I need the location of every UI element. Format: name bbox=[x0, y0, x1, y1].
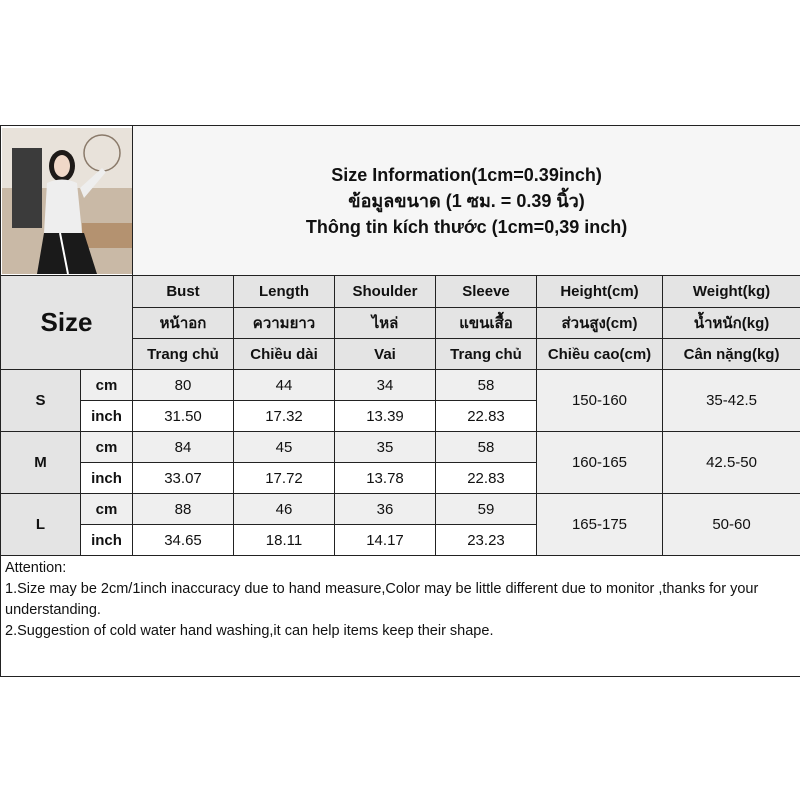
table-row-M-cm: M cm 84 45 35 58 160-165 42.5-50 bbox=[0, 431, 800, 494]
column-header-en: Sleeve bbox=[435, 275, 537, 308]
cm-value: 44 bbox=[233, 369, 335, 401]
unit-label: cm bbox=[80, 431, 133, 463]
unit-label: inch bbox=[80, 462, 133, 494]
unit-label: inch bbox=[80, 524, 133, 556]
column-header-th: ไหล่ bbox=[334, 307, 436, 339]
model-photo-image bbox=[1, 127, 132, 274]
inch-value: 13.39 bbox=[334, 400, 436, 432]
column-header-vi: Trang chủ bbox=[132, 338, 234, 370]
cm-value: 35 bbox=[334, 431, 436, 463]
height-range: 150-160 bbox=[536, 369, 663, 432]
unit-label: cm bbox=[80, 493, 133, 525]
cm-value: 80 bbox=[132, 369, 234, 401]
cm-value: 84 bbox=[132, 431, 234, 463]
table-row-S-cm: S cm 80 44 34 58 150-160 35-42.5 bbox=[0, 369, 800, 432]
cm-value: 58 bbox=[435, 431, 537, 463]
size-label: S bbox=[0, 369, 81, 432]
note-item: 1.Size may be 2cm/1inch inaccuracy due t… bbox=[5, 581, 759, 618]
inch-value: 17.32 bbox=[233, 400, 335, 432]
inch-value: 13.78 bbox=[334, 462, 436, 494]
size-table: Size Information(1cm=0.39inch) ข้อมูลขนา… bbox=[0, 125, 800, 677]
height-range: 160-165 bbox=[536, 431, 663, 494]
table-row-S-inch: inch 31.50 17.32 13.39 22.83 bbox=[1, 400, 800, 432]
header-row-en: Size Bust Length Shoulder Sleeve Height(cm) We… bbox=[0, 275, 800, 370]
column-header-en: Shoulder bbox=[334, 275, 436, 308]
note-item: 2.Suggestion of cold water hand washing,… bbox=[5, 623, 494, 639]
product-photo bbox=[0, 125, 133, 276]
column-header-en: Height(cm) bbox=[536, 275, 663, 308]
column-header-en: Length bbox=[233, 275, 335, 308]
column-header-vi: Chiều dài bbox=[233, 338, 335, 370]
cm-value: 59 bbox=[435, 493, 537, 525]
weight-range: 42.5-50 bbox=[661, 431, 800, 494]
weight-range: 35-42.5 bbox=[661, 369, 800, 432]
table-row-L-cm: L cm 88 46 36 59 165-175 50-60 bbox=[0, 493, 800, 556]
inch-value: 33.07 bbox=[132, 462, 234, 494]
inch-value: 22.83 bbox=[435, 462, 537, 494]
inch-value: 23.23 bbox=[435, 524, 537, 556]
chart-title: Size Information(1cm=0.39inch) ข้อมูลขนา… bbox=[131, 125, 800, 276]
size-label: L bbox=[0, 493, 81, 556]
header-row-th: หน้าอก ความยาว ไหล่ แขนเสื้อ ส่วนสูง(cm) น้ำห… bbox=[1, 307, 800, 339]
column-header-th: แขนเสื้อ bbox=[435, 307, 537, 339]
cm-value: 46 bbox=[233, 493, 335, 525]
cm-value: 45 bbox=[233, 431, 335, 463]
title-vietnamese: Thông tin kích thước (1cm=0,39 inch) bbox=[305, 216, 628, 237]
notes-heading: Attention: bbox=[5, 560, 67, 576]
size-label: M bbox=[0, 431, 81, 494]
weight-range: 50-60 bbox=[661, 493, 800, 556]
cm-value: 34 bbox=[334, 369, 436, 401]
column-header-en: Weight(kg) bbox=[661, 275, 800, 308]
height-range: 165-175 bbox=[536, 493, 663, 556]
inch-value: 31.50 bbox=[132, 400, 234, 432]
column-header-vi: Chiều cao(cm) bbox=[536, 338, 663, 370]
inch-value: 14.17 bbox=[334, 524, 436, 556]
cm-value: 36 bbox=[334, 493, 436, 525]
column-header-th: น้ำหนัก(kg) bbox=[661, 307, 800, 339]
cm-value: 88 bbox=[132, 493, 234, 525]
column-header-en: Bust bbox=[132, 275, 234, 308]
unit-label: inch bbox=[80, 400, 133, 432]
title-thai: ข้อมูลขนาด (1 ซม. = 0.39 นิ้ว) bbox=[348, 190, 585, 211]
table-row-M-inch: inch 33.07 17.72 13.78 22.83 bbox=[1, 462, 800, 494]
column-header-th: หน้าอก bbox=[132, 307, 234, 339]
column-header-vi: Vai bbox=[334, 338, 436, 370]
column-header-th: ส่วนสูง(cm) bbox=[536, 307, 663, 339]
size-header: Size bbox=[0, 275, 133, 370]
title-english: Size Information(1cm=0.39inch) bbox=[331, 164, 602, 185]
header-row-vi: Trang chủ Chiều dài Vai Trang chủ Chiều cao(… bbox=[1, 338, 800, 370]
inch-value: 18.11 bbox=[233, 524, 335, 556]
column-header-vi: Trang chủ bbox=[435, 338, 537, 370]
cm-value: 58 bbox=[435, 369, 537, 401]
inch-value: 17.72 bbox=[233, 462, 335, 494]
column-header-vi: Cân nặng(kg) bbox=[661, 338, 800, 370]
unit-label: cm bbox=[80, 369, 133, 401]
inch-value: 34.65 bbox=[132, 524, 234, 556]
attention-notes: Attention: 1.Size may be 2cm/1inch inacc… bbox=[0, 555, 800, 677]
table-row-L-inch: inch 34.65 18.11 14.17 23.23 bbox=[1, 524, 800, 556]
inch-value: 22.83 bbox=[435, 400, 537, 432]
column-header-th: ความยาว bbox=[233, 307, 335, 339]
size-chart: Size Information(1cm=0.39inch) ข้อมูลขนา… bbox=[0, 125, 800, 677]
